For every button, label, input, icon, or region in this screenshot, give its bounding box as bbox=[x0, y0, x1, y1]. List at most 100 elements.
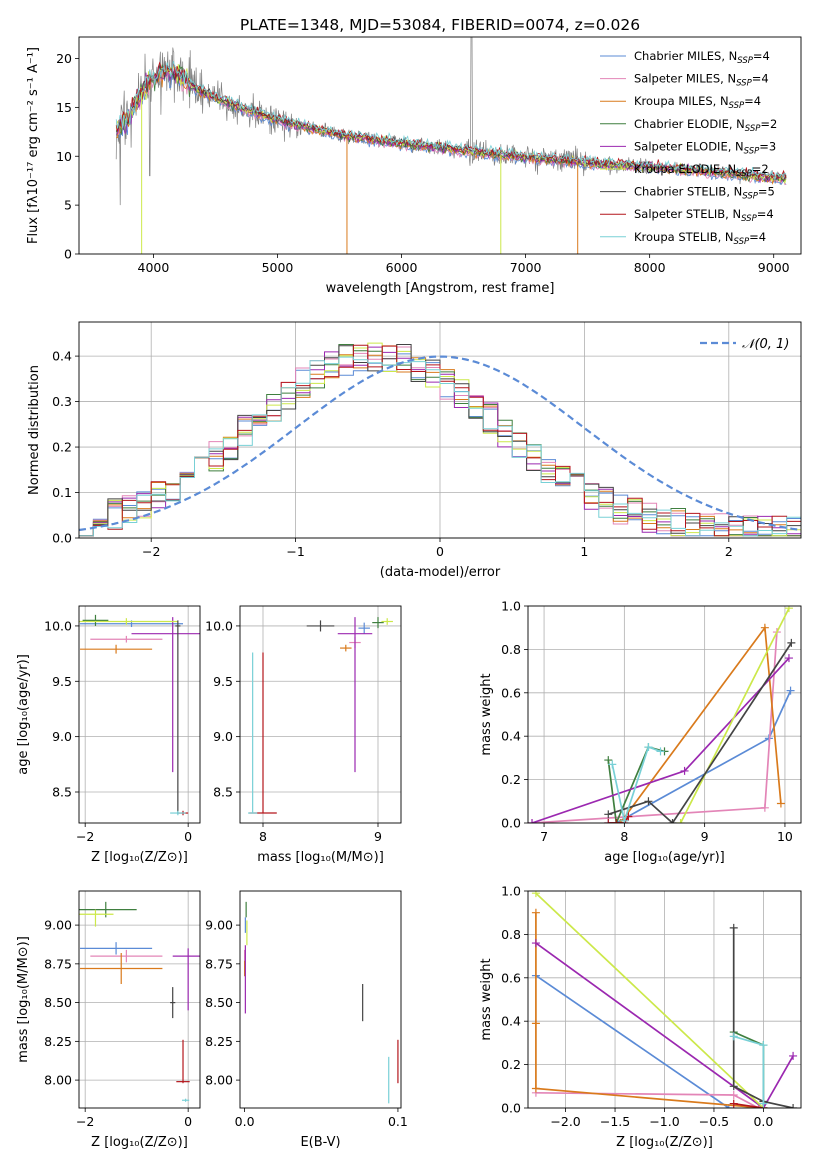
axes-frame bbox=[78, 890, 201, 1109]
axes-frame bbox=[78, 605, 201, 824]
weight-line bbox=[535, 1091, 764, 1108]
y-tick-label: 9.00 bbox=[44, 918, 72, 933]
y-tick-label: 0.2 bbox=[52, 440, 72, 455]
weight-line bbox=[608, 690, 792, 823]
weight-marker bbox=[759, 1099, 768, 1108]
x-tick-label: 7 bbox=[540, 829, 548, 844]
y-tick-label: 8.75 bbox=[44, 956, 72, 971]
x-tick-label: 8000 bbox=[634, 260, 666, 275]
axes-frame bbox=[239, 605, 402, 824]
weight-marker bbox=[760, 803, 769, 812]
weight-marker bbox=[608, 760, 617, 769]
x-tick-label: 2 bbox=[725, 544, 733, 559]
plot-area bbox=[528, 606, 796, 823]
plot-area bbox=[115, 37, 787, 254]
weight-marker bbox=[760, 623, 769, 632]
y-tick-label: 8.5 bbox=[52, 785, 72, 800]
weight-marker bbox=[680, 766, 689, 775]
weight-marker bbox=[656, 747, 665, 756]
y-tick-label: 0.8 bbox=[501, 642, 521, 657]
y-tick-label: 9.00 bbox=[205, 918, 233, 933]
axes-frame bbox=[239, 890, 402, 1109]
x-tick-label: 10 bbox=[777, 829, 793, 844]
legend-entry: Kroupa MILES, NSSP=4 bbox=[634, 94, 761, 111]
legend-entry: Chabrier STELIB, NSSP=5 bbox=[634, 185, 775, 202]
model-spectrum bbox=[115, 63, 787, 182]
x-tick-label: 0 bbox=[184, 1114, 192, 1129]
panel-weight-vs-age: 7 8 9 10 0.0 0.2 0.4 0.6 0.8 1.0 age [log₁₀(age/yr… bbox=[479, 599, 802, 865]
x-tick-label: 9000 bbox=[758, 260, 790, 275]
x-tick-label: −2 bbox=[76, 829, 94, 844]
y-tick-label: 8.50 bbox=[205, 995, 233, 1010]
y-tick-label: 8.25 bbox=[205, 1034, 233, 1049]
y-tick-label: 1.0 bbox=[501, 599, 521, 614]
weight-marker bbox=[729, 1090, 738, 1099]
weight-marker bbox=[531, 939, 540, 948]
y-tick-label: 9.5 bbox=[213, 674, 233, 689]
y-tick-label: 9.0 bbox=[52, 729, 72, 744]
y-tick-label: 9.5 bbox=[52, 674, 72, 689]
x-tick-label: 8 bbox=[620, 829, 628, 844]
legend-entry: Chabrier ELODIE, NSSP=2 bbox=[634, 117, 777, 134]
weight-line bbox=[619, 625, 782, 823]
panel-mass-vs-Z: −2 0 8.00 8.25 8.50 8.75 9.00 Z [log₁₀(Z/Z⊙)] ma… bbox=[16, 890, 201, 1150]
plot-area bbox=[79, 342, 801, 537]
weight-marker bbox=[612, 819, 621, 823]
y-axis-label: mass weight bbox=[479, 958, 494, 1040]
plot-area bbox=[79, 614, 200, 816]
weight-line bbox=[535, 942, 794, 1108]
legend-entry: Chabrier MILES, NSSP=4 bbox=[634, 49, 770, 66]
x-axis-label: age [log₁₀(age/yr)] bbox=[604, 850, 725, 865]
y-tick-label: 20 bbox=[56, 51, 72, 66]
y-tick-label: 8.50 bbox=[44, 995, 72, 1010]
weight-marker bbox=[787, 638, 796, 647]
x-tick-label: 1 bbox=[580, 544, 588, 559]
weight-marker bbox=[616, 819, 625, 823]
weight-marker bbox=[789, 1104, 798, 1108]
y-tick-label: 8.00 bbox=[205, 1073, 233, 1088]
y-tick-label: 1.0 bbox=[501, 884, 521, 899]
y-tick-label: 8.25 bbox=[44, 1034, 72, 1049]
x-tick-label: −2 bbox=[76, 1114, 94, 1129]
y-tick-label: 8.00 bbox=[44, 1073, 72, 1088]
y-tick-label: 9.0 bbox=[213, 729, 233, 744]
y-axis-label: age [log₁₀(age/yr)] bbox=[16, 654, 31, 775]
y-tick-label: 10 bbox=[56, 149, 72, 164]
x-tick-label: −1 bbox=[286, 544, 304, 559]
y-tick-label: 8.5 bbox=[213, 785, 233, 800]
weight-marker bbox=[784, 654, 793, 663]
axes-frame bbox=[527, 605, 802, 824]
weight-marker bbox=[531, 1084, 540, 1093]
weight-marker bbox=[729, 923, 738, 932]
y-tick-label: 0.8 bbox=[501, 927, 521, 942]
y-tick-label: 0.3 bbox=[52, 394, 72, 409]
y-tick-label: 15 bbox=[56, 100, 72, 115]
x-tick-label: 0.0 bbox=[753, 1114, 773, 1129]
weight-marker bbox=[729, 1032, 738, 1041]
y-tick-label: 0.0 bbox=[501, 1101, 521, 1116]
x-axis-label: (data-model)/error bbox=[380, 565, 501, 580]
weight-marker bbox=[604, 756, 613, 765]
y-axis-label: Flux [fλ10⁻¹⁷ erg cm⁻² s⁻¹ A⁻¹] bbox=[26, 47, 41, 244]
weight-line bbox=[733, 1102, 764, 1108]
plot-area bbox=[79, 901, 200, 1102]
weight-marker bbox=[644, 797, 653, 806]
weight-line bbox=[679, 607, 790, 823]
x-tick-label: 0 bbox=[184, 829, 192, 844]
weight-marker bbox=[759, 1041, 768, 1050]
weight-line bbox=[732, 927, 794, 1108]
plot-area bbox=[531, 891, 798, 1108]
plot-area bbox=[248, 617, 393, 814]
x-tick-label: 0 bbox=[436, 544, 444, 559]
axes-frame bbox=[78, 321, 802, 539]
y-tick-label: 0.2 bbox=[501, 772, 521, 787]
weight-marker bbox=[604, 810, 613, 819]
normal-curve bbox=[79, 355, 799, 532]
x-tick-label: 8 bbox=[259, 829, 267, 844]
y-tick-label: 0 bbox=[64, 247, 72, 262]
weight-marker bbox=[644, 743, 653, 752]
weight-marker bbox=[604, 819, 613, 823]
legend-entry: Kroupa STELIB, NSSP=4 bbox=[634, 230, 766, 247]
weight-marker bbox=[676, 819, 685, 823]
